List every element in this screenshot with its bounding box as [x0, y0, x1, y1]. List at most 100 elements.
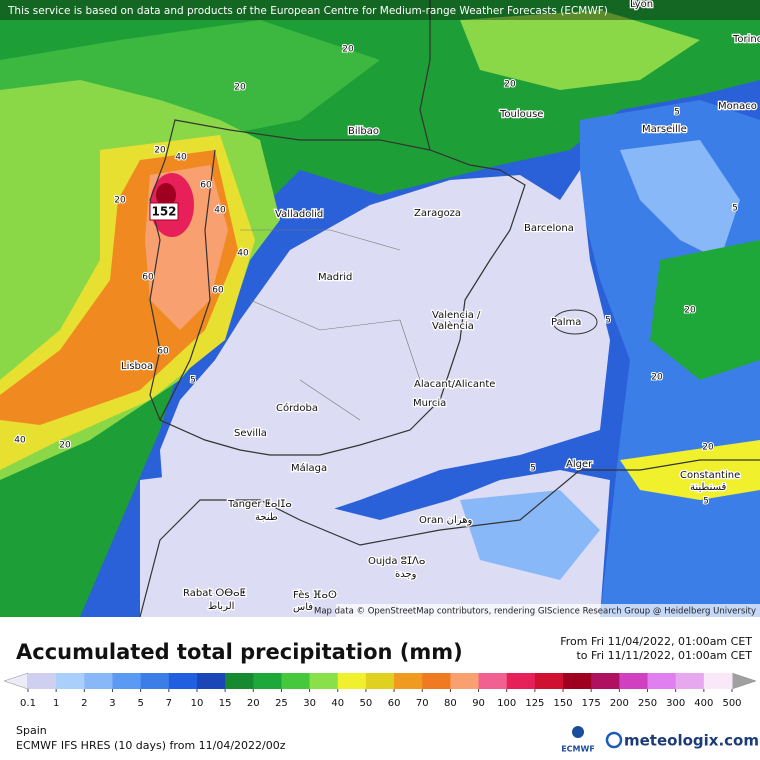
- contour-label: 5: [530, 464, 536, 474]
- city: قسنطينة: [690, 482, 727, 493]
- city: Alacant/Alicante: [414, 379, 495, 390]
- colorbar-label: 80: [444, 698, 457, 709]
- contour-label: 40: [237, 249, 249, 259]
- colorbar-segment: [394, 673, 423, 689]
- max-box: [149, 202, 179, 221]
- city: Sevilla: [234, 428, 267, 439]
- coastline: [139, 459, 760, 618]
- city: Málaga: [291, 462, 327, 474]
- colorbar-segment: [478, 673, 508, 689]
- map: This service is based on data and produc…: [0, 0, 760, 618]
- contour-label: 5: [732, 204, 738, 214]
- colorbar-label: 400: [694, 698, 713, 709]
- colorbar-label: 25: [275, 698, 288, 709]
- legend-title: Accumulated total precipitation (mm): [16, 640, 463, 664]
- colorbar-segment: [281, 673, 311, 689]
- island: [552, 309, 598, 335]
- ecmwf-logo: ECMWF: [561, 745, 595, 754]
- colorbar-label: 500: [722, 698, 741, 709]
- city: Valencia /: [432, 310, 481, 321]
- city: Fès ⴼⴰⵙ: [293, 589, 337, 601]
- contour-label: 60: [157, 347, 169, 357]
- contour-label: 20: [702, 443, 714, 453]
- contour-label: 60: [200, 181, 212, 191]
- city: Constantine: [680, 470, 740, 481]
- colorbar-label: 10: [191, 698, 204, 709]
- notice: This service is based on data and produc…: [7, 5, 608, 17]
- brand: meteologix.com: [624, 732, 759, 750]
- region-border: [240, 229, 421, 421]
- city: Marseille: [642, 124, 687, 135]
- colorbar-segment: [56, 673, 85, 689]
- colorbar-label: 250: [638, 698, 657, 709]
- coastline: [149, 119, 526, 456]
- border: [419, 0, 431, 151]
- colorbar-label: 60: [388, 698, 401, 709]
- city: Tanger ⵟⴰⵏⵊⴰ: [227, 499, 292, 510]
- city: وجدة: [395, 569, 417, 580]
- colorbar-label: 175: [582, 698, 601, 709]
- region: Spain: [16, 724, 47, 737]
- colorbar-segment: [112, 673, 142, 689]
- city: Oran وهران: [419, 515, 473, 526]
- contour-label: 40: [14, 436, 26, 446]
- colorbar-label: 200: [610, 698, 629, 709]
- city: Bilbao: [348, 126, 379, 137]
- colorbar-segment: [84, 673, 113, 689]
- city: Zaragoza: [414, 208, 461, 219]
- city: Oujda ⵓⵊⴷⴰ: [368, 556, 425, 567]
- precip-area: [460, 490, 600, 580]
- city: Murcia: [413, 398, 446, 409]
- colorbar-segment: [422, 673, 451, 689]
- colorbar-label: 90: [472, 698, 485, 709]
- city: الرباط: [208, 601, 234, 612]
- city: فاس: [293, 602, 313, 613]
- city: Barcelona: [524, 223, 574, 234]
- precip-area: [650, 240, 760, 380]
- legend: Accumulated total precipitation (mm) Fro…: [3, 635, 759, 754]
- colorbar-label: 40: [331, 698, 344, 709]
- contour-label: 5: [703, 497, 709, 507]
- colorbar-label: 3: [109, 698, 115, 709]
- contour-label: 5: [190, 376, 196, 386]
- colorbar-segment: [140, 673, 170, 689]
- colorbar-label: 1: [53, 698, 59, 709]
- city: Valladolid: [275, 209, 323, 220]
- colorbar-label: 100: [497, 698, 516, 709]
- colorbar-label: 70: [416, 698, 429, 709]
- contour-label: 40: [214, 206, 226, 216]
- contour-label: 20: [154, 146, 166, 156]
- city: Lyon: [630, 0, 653, 10]
- border: [159, 149, 216, 421]
- colorbar-label: 20: [247, 698, 260, 709]
- period-from: From Fri 11/04/2022, 01:00am CET: [560, 635, 752, 648]
- colorbar-label: 7: [166, 698, 172, 709]
- colorbar-label: 15: [219, 698, 232, 709]
- colorbar-segment: [196, 673, 226, 689]
- colorbar-label: 125: [525, 698, 544, 709]
- colorbar-segment: [703, 673, 733, 689]
- max-label: 152: [151, 205, 176, 219]
- city: Córdoba: [276, 402, 318, 414]
- city: Alger: [566, 459, 593, 470]
- notice-bar: [0, 0, 760, 20]
- contour-label: 5: [605, 316, 611, 326]
- colorbar-over: [731, 672, 757, 690]
- colorbar-segment: [337, 673, 367, 689]
- colorbar-segment: [675, 673, 705, 689]
- contour-label: 40: [175, 153, 187, 163]
- colorbar-segment: [506, 673, 536, 689]
- colorbar-label: 0.1: [20, 698, 36, 709]
- colorbar-label: 2: [81, 698, 87, 709]
- colorbar-segment: [225, 673, 254, 689]
- colorbar-segment: [253, 673, 282, 689]
- model-info: ECMWF IFS HRES (10 days) from 11/04/2022…: [16, 739, 286, 752]
- colorbar-segment: [168, 673, 198, 689]
- contour-label: 20: [342, 45, 354, 55]
- ecmwf-icon: [572, 726, 584, 738]
- precip-area: [156, 183, 176, 207]
- contour-label: 20: [234, 83, 246, 93]
- colorbar-segment: [28, 673, 57, 689]
